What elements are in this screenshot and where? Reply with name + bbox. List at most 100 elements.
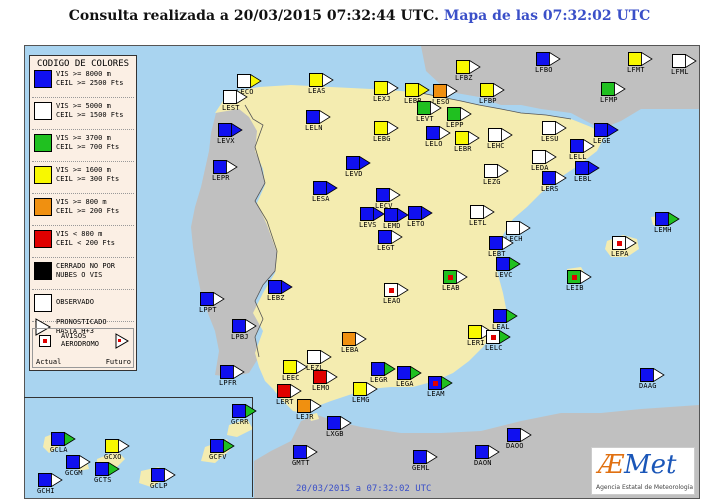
station-code: LEVS xyxy=(359,221,377,229)
observed-square xyxy=(496,257,510,271)
france-land xyxy=(421,46,699,129)
forecast-flag-icon xyxy=(555,171,567,185)
forecast-flag-icon xyxy=(501,128,513,142)
observed-square xyxy=(413,450,427,464)
forecast-flag-icon xyxy=(118,439,130,453)
observed-square xyxy=(447,107,461,121)
observed-square xyxy=(443,270,457,284)
legend-separator xyxy=(32,97,134,98)
legend-text: PRONOSTICADO HASTA H+3 xyxy=(56,318,107,335)
forecast-flag-icon xyxy=(502,236,514,250)
observed-square xyxy=(346,156,360,170)
observed-square xyxy=(293,445,307,459)
forecast-flag-icon xyxy=(391,230,403,244)
forecast-flag-icon xyxy=(493,83,505,97)
forecast-flag-icon xyxy=(296,360,308,374)
forecast-flag-icon xyxy=(483,205,495,219)
observed-square xyxy=(220,365,234,379)
legend-text: CERRADO NO POR NUBES O VIS xyxy=(56,262,116,279)
forecast-flag-icon xyxy=(397,283,409,297)
forecast-flag-icon xyxy=(236,90,248,104)
observed-square xyxy=(570,139,584,153)
avisos-label: AVISOS AERODROMO xyxy=(61,332,99,348)
forecast-flag-icon xyxy=(387,81,399,95)
observed-square xyxy=(374,121,388,135)
observed-square xyxy=(601,82,615,96)
logo-wordmark: ÆMet xyxy=(598,450,677,480)
forecast-flag-icon xyxy=(213,292,225,306)
station-code: LFBZ xyxy=(455,74,473,82)
observed-square xyxy=(200,292,214,306)
station-code: LEZL xyxy=(306,364,324,372)
legend-title: CODIGO DE COLORES xyxy=(36,59,130,69)
forecast-flag-icon xyxy=(545,150,557,164)
observed-square xyxy=(470,205,484,219)
legend-separator xyxy=(32,225,134,226)
forecast-flag-icon xyxy=(326,370,338,384)
legend-swatch xyxy=(34,262,52,280)
observed-square xyxy=(484,164,498,178)
station-code: LEMD xyxy=(383,222,401,230)
observed-square xyxy=(480,83,494,97)
forecast-flag-icon xyxy=(290,384,302,398)
observed-square xyxy=(493,309,507,323)
station-code: LELC xyxy=(485,344,503,352)
warning-dot-icon xyxy=(491,335,496,340)
station-code: GCTS xyxy=(94,476,112,484)
forecast-flag-icon xyxy=(607,123,619,137)
observed-square xyxy=(376,188,390,202)
observed-square xyxy=(542,171,556,185)
station-code: LEAO xyxy=(383,297,401,305)
station-code: LEMH xyxy=(654,226,672,234)
station-code: LEVT xyxy=(416,115,434,123)
observed-square xyxy=(51,432,65,446)
station-code: DAAG xyxy=(639,382,657,390)
station-code: LPBJ xyxy=(231,333,249,341)
logo-subtitle: Agencia Estatal de Meteorología xyxy=(596,484,693,491)
forecast-flag-icon xyxy=(387,121,399,135)
station-code: LETL xyxy=(469,219,487,227)
station-code: LESO xyxy=(432,98,450,106)
forecast-flag-icon xyxy=(499,330,511,344)
station-code: LEBR xyxy=(454,145,472,153)
forecast-flag-icon xyxy=(223,439,235,453)
warning-dot-icon xyxy=(448,275,453,280)
observed-square xyxy=(532,150,546,164)
forecast-flag-icon xyxy=(281,280,293,294)
observed-square xyxy=(489,236,503,250)
station-code: LEPP xyxy=(446,121,464,129)
observed-square xyxy=(66,455,80,469)
observed-square xyxy=(223,90,237,104)
station-code: LEBA xyxy=(341,346,359,354)
legend-swatch xyxy=(34,134,52,152)
legend-text: VIS >= 800 m CEIL >= 200 Fts xyxy=(56,198,120,215)
station-code: LEMG xyxy=(352,396,370,404)
observed-square xyxy=(342,332,356,346)
forecast-flag-icon xyxy=(441,376,453,390)
station-code: DAOO xyxy=(506,442,524,450)
color-legend: CODIGO DE COLORES VIS >= 8000 m CEIL >= … xyxy=(29,55,137,371)
observed-square xyxy=(594,123,608,137)
aemet-logo[interactable]: ÆMet Agencia Estatal de Meteorología xyxy=(591,447,695,495)
legend-swatch xyxy=(34,230,52,248)
observed-square xyxy=(283,360,297,374)
forecast-flag-icon xyxy=(421,206,433,220)
station-code: LEBT xyxy=(488,250,506,258)
forecast-flag-icon xyxy=(397,208,409,222)
station-code: LEHC xyxy=(487,142,505,150)
observed-square xyxy=(218,123,232,137)
observed-square xyxy=(277,384,291,398)
station-code: LEPA xyxy=(611,250,629,258)
station-code: LFBO xyxy=(535,66,553,74)
station-code: LEZG xyxy=(483,178,501,186)
forecast-flag-icon xyxy=(460,107,472,121)
observed-square xyxy=(360,207,374,221)
station-code: LEXJ xyxy=(373,95,391,103)
observed-square xyxy=(237,74,251,88)
station-code: LFML xyxy=(671,68,689,76)
legend-swatch xyxy=(34,166,52,184)
station-code: LECH xyxy=(505,235,523,243)
forecast-flag-icon xyxy=(668,212,680,226)
forecast-flag-icon xyxy=(320,350,332,364)
forecast-flag-icon xyxy=(426,450,438,464)
